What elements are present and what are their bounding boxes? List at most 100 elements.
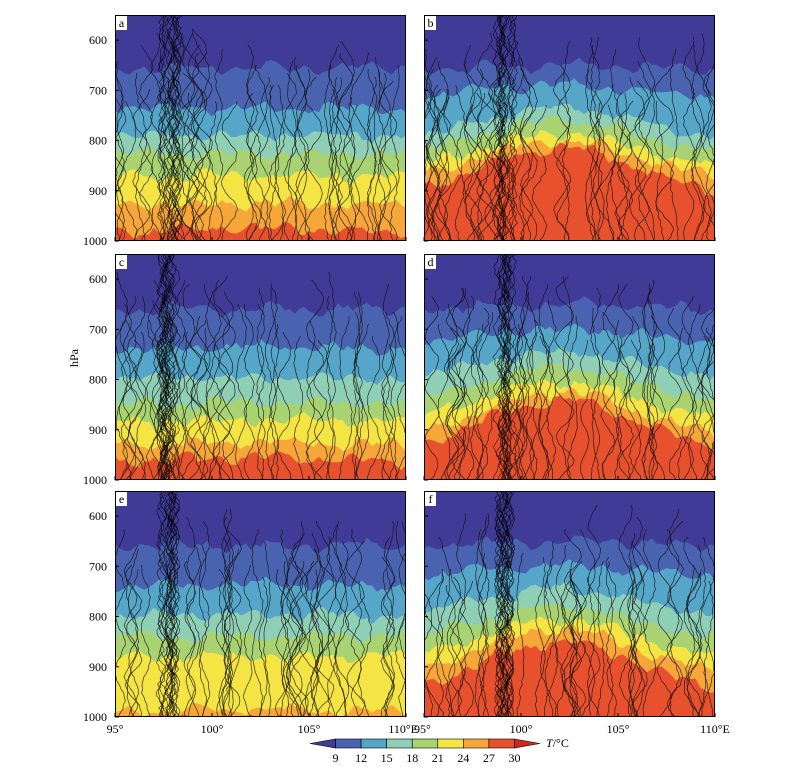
contour-line: [445, 584, 456, 717]
x-tick-label: 100°: [510, 722, 533, 736]
contour-line: [223, 536, 233, 717]
x-tick-label: 105°: [298, 722, 321, 736]
contour-line: [501, 254, 512, 480]
panel-label-box: [116, 492, 127, 506]
contour-line: [617, 92, 629, 241]
contour-line: [627, 576, 636, 717]
contour-line: [554, 544, 567, 717]
contour-line: [191, 28, 211, 241]
contour-line: [628, 339, 643, 480]
contour-line: [614, 92, 631, 241]
contour-line: [495, 15, 505, 241]
colorbar: 9 12 15 18 21 24 27 30 T/°C: [309, 736, 569, 765]
y-tick-label: 900: [89, 660, 107, 674]
contour-line: [501, 254, 511, 480]
x-tick-label: 95°: [414, 722, 431, 736]
contour-line: [150, 303, 164, 480]
colorbar-title: T/°C: [546, 736, 569, 750]
contour-line: [437, 92, 448, 241]
contour-line: [469, 68, 484, 241]
contour-line: [166, 254, 176, 480]
y-tick-label: 1000: [83, 234, 107, 248]
contour-line: [677, 327, 697, 480]
contour-line: [691, 335, 711, 480]
contour-cluster: [492, 15, 519, 241]
contour-line: [443, 96, 463, 241]
contour-cluster: [155, 491, 181, 717]
contour-line: [283, 72, 297, 241]
contour-line: [453, 343, 466, 480]
contour-line: [508, 254, 518, 480]
contour-line: [553, 72, 571, 241]
contour-line: [500, 15, 510, 241]
panel-frame: [424, 254, 715, 480]
contour-line: [190, 28, 208, 241]
contour-line: [435, 572, 444, 717]
contour-line: [270, 323, 279, 480]
colorbar-segment: [411, 738, 439, 749]
contour-line: [477, 92, 489, 241]
panel-label-b: b: [428, 16, 434, 30]
contour-line: [584, 44, 596, 241]
panel-label-box: [116, 16, 127, 30]
contour-line: [222, 536, 232, 717]
contour-line: [682, 36, 696, 241]
contour-line: [172, 15, 182, 241]
contour-line: [514, 335, 525, 480]
contour-line: [704, 580, 714, 717]
contour-line: [515, 307, 526, 480]
contour-line: [591, 308, 601, 480]
contour-line: [221, 100, 238, 241]
panel-label-box: [425, 16, 436, 30]
colorbar-tick-label: 9: [333, 751, 339, 765]
contour-line: [476, 32, 494, 241]
contour-line: [189, 319, 209, 480]
contour-line: [308, 568, 320, 717]
contour-line: [589, 287, 601, 480]
contour-line: [451, 287, 468, 480]
contour-line: [164, 491, 174, 717]
contour-line: [506, 15, 516, 241]
contour-line: [562, 275, 574, 480]
contour-line: [127, 295, 147, 480]
contour-line: [159, 15, 169, 241]
contour-line: [315, 560, 335, 717]
colorbar-segment: [463, 738, 490, 749]
y-tick-label: 800: [89, 134, 107, 148]
colorbar-tick-label: 18: [406, 751, 418, 765]
contour-line: [457, 287, 471, 480]
contour-line: [516, 323, 535, 480]
contour-line: [568, 560, 578, 717]
panel-frame: [424, 491, 715, 717]
y-tick-label: 700: [89, 559, 107, 573]
contour-line: [543, 564, 559, 717]
contour-line: [424, 84, 441, 241]
contour-line: [325, 271, 335, 480]
x-tick-label: 105°: [607, 722, 630, 736]
contour-line: [347, 96, 356, 241]
contour-line: [178, 331, 188, 480]
contour-line: [166, 15, 176, 241]
contour-line: [500, 491, 510, 717]
contour-line: [526, 275, 538, 480]
contour-line: [544, 540, 555, 717]
contour-line: [343, 104, 361, 241]
contour-line: [563, 528, 582, 717]
contour-line: [617, 100, 634, 241]
contour-line: [636, 60, 656, 241]
contour-line: [169, 491, 179, 717]
contour-lines: [424, 32, 715, 241]
contour-line: [389, 311, 398, 480]
contour-line: [187, 44, 204, 241]
contour-line: [618, 283, 635, 480]
contour-line: [353, 323, 369, 480]
colorbar-segment: [488, 738, 515, 749]
contour-line: [354, 291, 364, 480]
panel-frame: [424, 15, 715, 241]
contour-line: [539, 335, 550, 480]
contour-line: [171, 491, 181, 717]
contour-line: [152, 299, 170, 480]
x-tick-label: 110°E: [700, 722, 730, 736]
contour-line: [282, 560, 299, 717]
